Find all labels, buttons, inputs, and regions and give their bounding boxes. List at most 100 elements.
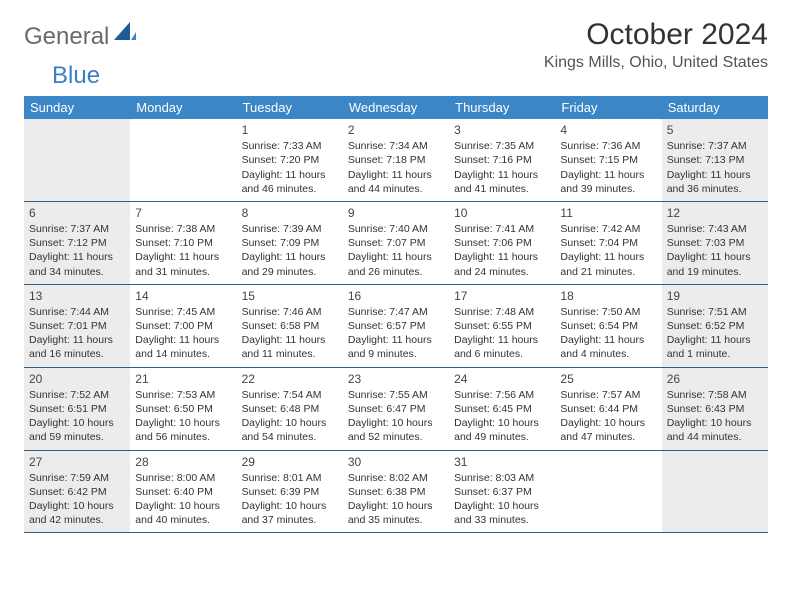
sunrise-text: Sunrise: 7:50 AM <box>560 305 656 319</box>
empty-cell <box>555 451 661 533</box>
day-cell: 9Sunrise: 7:40 AMSunset: 7:07 PMDaylight… <box>343 202 449 284</box>
daylight-text: Daylight: 11 hours and 9 minutes. <box>348 333 444 361</box>
day-cell: 22Sunrise: 7:54 AMSunset: 6:48 PMDayligh… <box>237 368 343 450</box>
daylight-text: Daylight: 11 hours and 24 minutes. <box>454 250 550 278</box>
sunrise-text: Sunrise: 7:35 AM <box>454 139 550 153</box>
sunset-text: Sunset: 6:42 PM <box>29 485 125 499</box>
day-number: 24 <box>454 371 550 387</box>
location-text: Kings Mills, Ohio, United States <box>544 54 768 72</box>
day-cell: 25Sunrise: 7:57 AMSunset: 6:44 PMDayligh… <box>555 368 661 450</box>
day-number: 30 <box>348 454 444 470</box>
brand-sail-icon <box>114 22 136 45</box>
sunset-text: Sunset: 6:37 PM <box>454 485 550 499</box>
empty-cell <box>130 119 236 201</box>
weeks-container: 1Sunrise: 7:33 AMSunset: 7:20 PMDaylight… <box>24 119 768 533</box>
day-cell: 16Sunrise: 7:47 AMSunset: 6:57 PMDayligh… <box>343 285 449 367</box>
sunrise-text: Sunrise: 7:39 AM <box>242 222 338 236</box>
daylight-text: Daylight: 11 hours and 11 minutes. <box>242 333 338 361</box>
sunrise-text: Sunrise: 8:00 AM <box>135 471 231 485</box>
daylight-text: Daylight: 11 hours and 4 minutes. <box>560 333 656 361</box>
sunrise-text: Sunrise: 8:01 AM <box>242 471 338 485</box>
daylight-text: Daylight: 10 hours and 54 minutes. <box>242 416 338 444</box>
day-cell: 26Sunrise: 7:58 AMSunset: 6:43 PMDayligh… <box>662 368 768 450</box>
daylight-text: Daylight: 10 hours and 44 minutes. <box>667 416 763 444</box>
sunrise-text: Sunrise: 7:56 AM <box>454 388 550 402</box>
day-number: 14 <box>135 288 231 304</box>
day-header: Friday <box>555 96 661 119</box>
day-number: 27 <box>29 454 125 470</box>
daylight-text: Daylight: 11 hours and 14 minutes. <box>135 333 231 361</box>
sunrise-text: Sunrise: 7:53 AM <box>135 388 231 402</box>
sunset-text: Sunset: 7:04 PM <box>560 236 656 250</box>
day-header-row: SundayMondayTuesdayWednesdayThursdayFrid… <box>24 96 768 119</box>
sunset-text: Sunset: 7:15 PM <box>560 153 656 167</box>
day-number: 5 <box>667 122 763 138</box>
day-cell: 1Sunrise: 7:33 AMSunset: 7:20 PMDaylight… <box>237 119 343 201</box>
day-number: 18 <box>560 288 656 304</box>
day-number: 17 <box>454 288 550 304</box>
daylight-text: Daylight: 11 hours and 39 minutes. <box>560 168 656 196</box>
sunset-text: Sunset: 7:13 PM <box>667 153 763 167</box>
day-number: 26 <box>667 371 763 387</box>
week-row: 6Sunrise: 7:37 AMSunset: 7:12 PMDaylight… <box>24 202 768 285</box>
day-header: Saturday <box>662 96 768 119</box>
day-cell: 6Sunrise: 7:37 AMSunset: 7:12 PMDaylight… <box>24 202 130 284</box>
sunrise-text: Sunrise: 7:46 AM <box>242 305 338 319</box>
sunrise-text: Sunrise: 7:40 AM <box>348 222 444 236</box>
day-header: Sunday <box>24 96 130 119</box>
day-cell: 7Sunrise: 7:38 AMSunset: 7:10 PMDaylight… <box>130 202 236 284</box>
sunset-text: Sunset: 6:45 PM <box>454 402 550 416</box>
sunset-text: Sunset: 6:38 PM <box>348 485 444 499</box>
sunrise-text: Sunrise: 7:47 AM <box>348 305 444 319</box>
sunrise-text: Sunrise: 7:59 AM <box>29 471 125 485</box>
day-number: 10 <box>454 205 550 221</box>
day-cell: 13Sunrise: 7:44 AMSunset: 7:01 PMDayligh… <box>24 285 130 367</box>
month-year-title: October 2024 <box>544 18 768 52</box>
sunset-text: Sunset: 6:52 PM <box>667 319 763 333</box>
day-number: 28 <box>135 454 231 470</box>
week-row: 13Sunrise: 7:44 AMSunset: 7:01 PMDayligh… <box>24 285 768 368</box>
daylight-text: Daylight: 10 hours and 47 minutes. <box>560 416 656 444</box>
sunrise-text: Sunrise: 7:42 AM <box>560 222 656 236</box>
sunrise-text: Sunrise: 7:37 AM <box>29 222 125 236</box>
day-header: Tuesday <box>237 96 343 119</box>
daylight-text: Daylight: 10 hours and 37 minutes. <box>242 499 338 527</box>
daylight-text: Daylight: 10 hours and 40 minutes. <box>135 499 231 527</box>
sunrise-text: Sunrise: 8:03 AM <box>454 471 550 485</box>
day-number: 4 <box>560 122 656 138</box>
sunset-text: Sunset: 7:10 PM <box>135 236 231 250</box>
sunset-text: Sunset: 7:16 PM <box>454 153 550 167</box>
sunset-text: Sunset: 6:47 PM <box>348 402 444 416</box>
sunset-text: Sunset: 7:09 PM <box>242 236 338 250</box>
day-cell: 17Sunrise: 7:48 AMSunset: 6:55 PMDayligh… <box>449 285 555 367</box>
daylight-text: Daylight: 11 hours and 16 minutes. <box>29 333 125 361</box>
week-row: 1Sunrise: 7:33 AMSunset: 7:20 PMDaylight… <box>24 119 768 202</box>
day-number: 8 <box>242 205 338 221</box>
week-row: 27Sunrise: 7:59 AMSunset: 6:42 PM Dayligh… <box>24 451 768 534</box>
sunset-text: Sunset: 6:58 PM <box>242 319 338 333</box>
day-cell: 15Sunrise: 7:46 AMSunset: 6:58 PMDayligh… <box>237 285 343 367</box>
sunrise-text: Sunrise: 7:55 AM <box>348 388 444 402</box>
sunset-text: Sunset: 7:18 PM <box>348 153 444 167</box>
day-cell: 5Sunrise: 7:37 AMSunset: 7:13 PMDaylight… <box>662 119 768 201</box>
day-cell: 23Sunrise: 7:55 AMSunset: 6:47 PMDayligh… <box>343 368 449 450</box>
day-cell: 29Sunrise: 8:01 AMSunset: 6:39 PMDayligh… <box>237 451 343 533</box>
sunset-text: Sunset: 6:54 PM <box>560 319 656 333</box>
sunset-text: Sunset: 6:43 PM <box>667 402 763 416</box>
sunset-text: Sunset: 7:12 PM <box>29 236 125 250</box>
daylight-text: Daylight: 11 hours and 31 minutes. <box>135 250 231 278</box>
daylight-text: Daylight: 10 hours and 33 minutes. <box>454 499 550 527</box>
day-cell: 3Sunrise: 7:35 AMSunset: 7:16 PMDaylight… <box>449 119 555 201</box>
brand-logo: General <box>24 18 138 51</box>
day-header: Monday <box>130 96 236 119</box>
sunset-text: Sunset: 7:20 PM <box>242 153 338 167</box>
day-number: 29 <box>242 454 338 470</box>
sunset-text: Sunset: 7:01 PM <box>29 319 125 333</box>
brand-text-gray: General <box>24 23 109 51</box>
daylight-text: Daylight: 11 hours and 29 minutes. <box>242 250 338 278</box>
sunset-text: Sunset: 7:06 PM <box>454 236 550 250</box>
day-number: 7 <box>135 205 231 221</box>
sunset-text: Sunset: 7:03 PM <box>667 236 763 250</box>
sunset-text: Sunset: 7:00 PM <box>135 319 231 333</box>
sunrise-text: Sunrise: 7:37 AM <box>667 139 763 153</box>
